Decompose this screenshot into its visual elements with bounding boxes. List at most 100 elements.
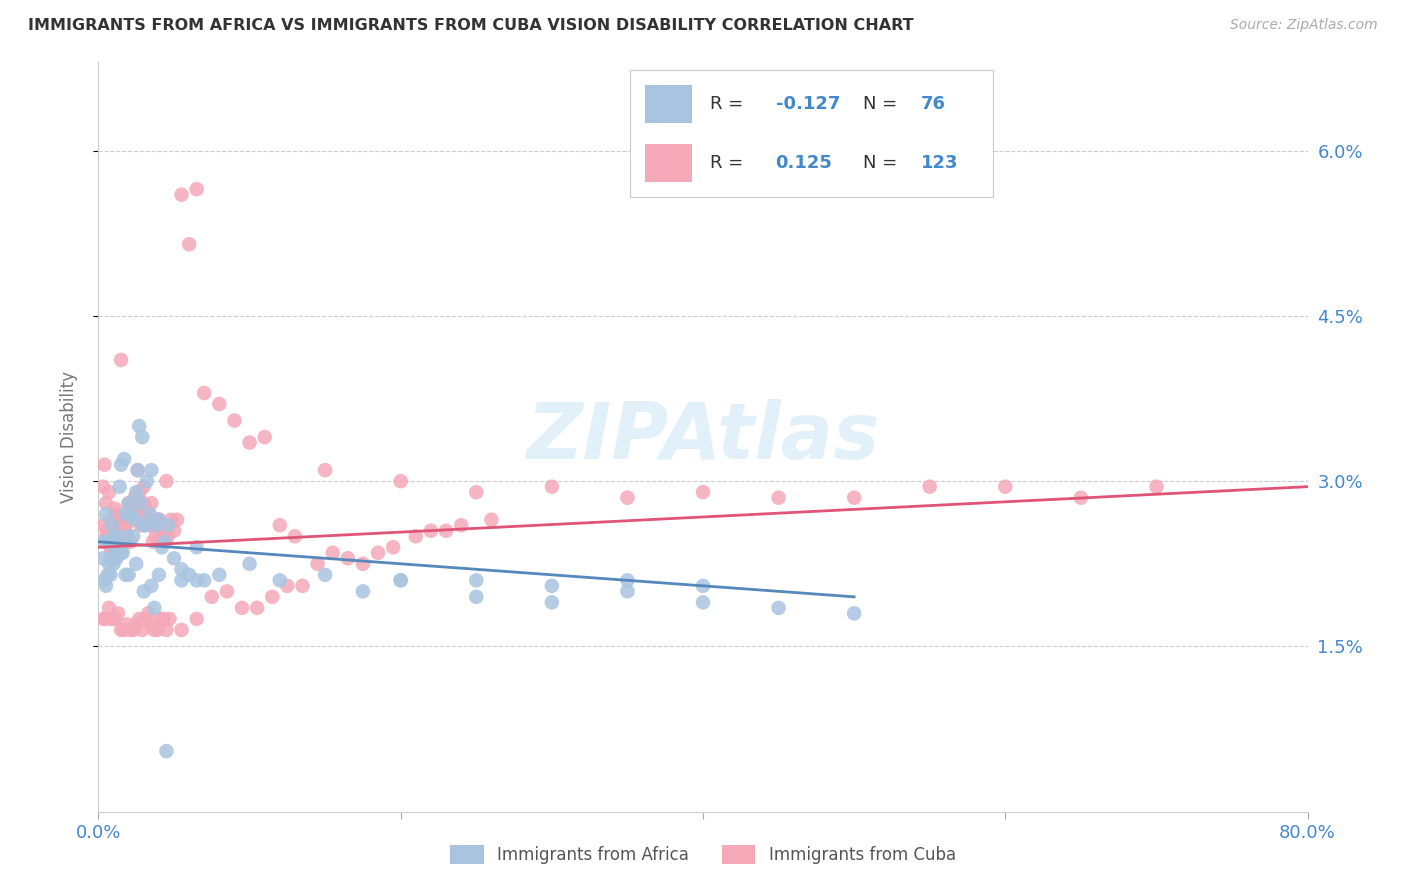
Point: [127, 463, 149, 477]
Point: [231, 600, 253, 615]
Point: [100, 567, 122, 582]
Point: [239, 557, 262, 571]
Point: [481, 513, 503, 527]
Point: [101, 518, 124, 533]
Point: [284, 529, 307, 543]
Point: [91, 518, 114, 533]
Point: [101, 612, 124, 626]
Point: [110, 546, 132, 560]
Point: [143, 600, 166, 615]
Point: [103, 557, 125, 571]
Point: [121, 496, 143, 510]
Y-axis label: Vision Disability: Vision Disability: [59, 371, 77, 503]
Point: [129, 496, 152, 510]
Point: [114, 567, 136, 582]
Point: [114, 518, 136, 533]
Point: [120, 534, 142, 549]
Point: [134, 501, 156, 516]
Point: [121, 507, 143, 521]
Point: [291, 579, 314, 593]
Point: [143, 623, 166, 637]
Point: [122, 529, 145, 543]
Point: [148, 567, 170, 582]
Point: [179, 567, 201, 582]
Point: [193, 386, 215, 401]
Point: [122, 507, 145, 521]
Point: [93, 458, 115, 472]
Point: [450, 518, 472, 533]
Point: [96, 534, 118, 549]
Point: [129, 518, 152, 533]
Point: [93, 534, 115, 549]
Point: [132, 496, 155, 510]
Point: [170, 562, 193, 576]
Point: [98, 485, 121, 500]
Point: [186, 574, 208, 588]
Point: [616, 584, 638, 599]
Point: [94, 612, 117, 626]
Point: [156, 518, 179, 533]
Point: [118, 496, 141, 510]
Point: [93, 574, 115, 588]
Point: [224, 413, 246, 427]
Point: [155, 474, 177, 488]
Point: [111, 534, 134, 549]
Point: [115, 513, 138, 527]
Point: [125, 496, 148, 510]
Point: [115, 617, 138, 632]
Point: [91, 612, 114, 626]
Point: [336, 551, 359, 566]
Point: [160, 513, 183, 527]
Point: [844, 607, 866, 621]
Point: [918, 480, 941, 494]
Point: [105, 529, 128, 543]
Point: [193, 574, 215, 588]
Point: [108, 480, 131, 494]
Point: [134, 518, 156, 533]
Point: [159, 612, 181, 626]
Point: [100, 551, 122, 566]
Point: [616, 574, 638, 588]
Point: [110, 541, 132, 555]
Point: [692, 595, 714, 609]
Point: [120, 623, 142, 637]
Point: [276, 579, 298, 593]
Point: [135, 513, 157, 527]
Point: [105, 507, 128, 521]
Point: [314, 567, 336, 582]
Point: [994, 480, 1017, 494]
Point: [98, 534, 121, 549]
Point: [128, 419, 150, 434]
Point: [96, 567, 118, 582]
Point: [139, 507, 162, 521]
Point: [111, 546, 134, 560]
Point: [148, 513, 170, 527]
Legend: Immigrants from Africa, Immigrants from Cuba: Immigrants from Africa, Immigrants from …: [443, 838, 963, 871]
Point: [269, 518, 291, 533]
Point: [94, 529, 117, 543]
Point: [141, 463, 163, 477]
Point: [112, 452, 135, 467]
Point: [179, 237, 201, 252]
Point: [1070, 491, 1092, 505]
Point: [389, 574, 412, 588]
Text: IMMIGRANTS FROM AFRICA VS IMMIGRANTS FROM CUBA VISION DISABILITY CORRELATION CHA: IMMIGRANTS FROM AFRICA VS IMMIGRANTS FRO…: [28, 18, 914, 33]
Point: [322, 546, 344, 560]
Point: [692, 485, 714, 500]
Point: [616, 491, 638, 505]
Point: [118, 507, 141, 521]
Point: [382, 541, 405, 555]
Point: [201, 590, 224, 604]
Point: [104, 612, 127, 626]
Point: [132, 584, 155, 599]
Point: [105, 551, 128, 566]
Point: [307, 557, 329, 571]
Point: [108, 524, 131, 538]
Point: [134, 612, 156, 626]
Point: [139, 518, 162, 533]
Point: [692, 579, 714, 593]
Point: [107, 518, 129, 533]
Point: [142, 534, 165, 549]
Point: [136, 607, 159, 621]
Point: [352, 557, 374, 571]
